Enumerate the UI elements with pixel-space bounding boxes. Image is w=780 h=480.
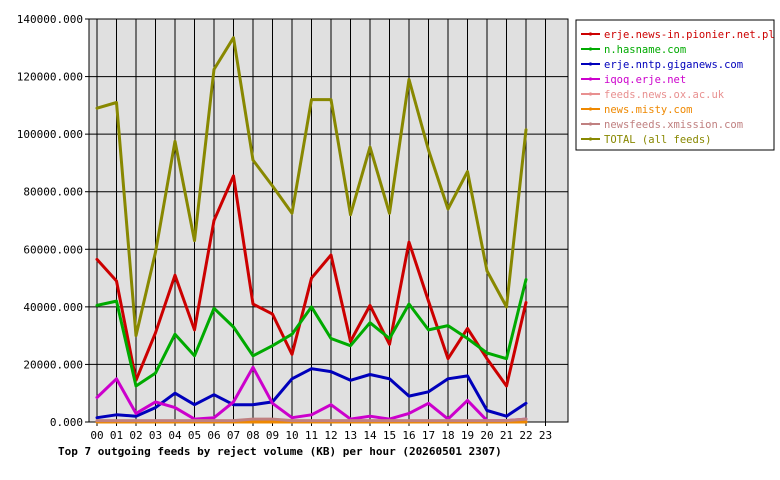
chart-title: Top 7 outgoing feeds by reject volume (K… — [58, 445, 502, 458]
y-tick-label: 20000.000 — [23, 358, 83, 371]
series-line — [95, 367, 528, 420]
y-tick-label: 0.000 — [50, 416, 83, 429]
x-tick-label: 18 — [441, 429, 454, 442]
y-axis: 0.000 20000.000 40000.000 60000.000 80000.00… — [17, 13, 89, 429]
x-tick-label: 11 — [305, 429, 318, 442]
series-line — [95, 417, 528, 423]
y-tick-label: 100000.000 — [17, 128, 83, 141]
legend-marker — [588, 92, 593, 96]
y-tick-label: 40000.000 — [23, 301, 83, 314]
x-tick-label: 19 — [461, 429, 474, 442]
legend-label: iqoq.erje.net — [604, 74, 686, 86]
legend-label: feeds.news.ox.ac.uk — [604, 89, 725, 101]
legend-label: n.hasname.com — [604, 44, 686, 56]
x-tick-label: 15 — [383, 429, 396, 442]
y-tick-label: 80000.000 — [23, 186, 83, 199]
legend-label: newsfeeds.xmission.com — [604, 119, 743, 131]
x-tick-label: 14 — [363, 429, 377, 442]
series-lines — [95, 36, 528, 424]
plot-area — [88, 18, 569, 423]
legend-label: erje.news-in.pionier.net.pl — [604, 29, 775, 41]
series-line — [95, 36, 528, 338]
x-tick-label: 06 — [207, 429, 220, 442]
x-axis: 00 01 02 03 04 05 06 07 08 09 10 11 12 13 14 15 16 17 18 19… — [90, 422, 552, 442]
x-tick-label: 08 — [246, 429, 259, 442]
x-tick-label: 05 — [188, 429, 201, 442]
x-tick-label: 10 — [285, 429, 298, 442]
legend-label: erje.nntp.giganews.com — [604, 59, 743, 71]
legend-marker — [588, 107, 593, 111]
legend-marker — [588, 77, 593, 81]
x-tick-label: 23 — [539, 429, 552, 442]
y-tick-label: 120000.000 — [17, 71, 83, 84]
x-tick-label: 21 — [500, 429, 513, 442]
x-tick-label: 09 — [266, 429, 279, 442]
x-tick-label: 01 — [110, 429, 123, 442]
legend-label: TOTAL (all feeds) — [604, 134, 711, 146]
y-tick-label: 140000.000 — [17, 13, 83, 26]
x-tick-label: 02 — [129, 429, 142, 442]
x-tick-label: 03 — [149, 429, 162, 442]
series-line — [95, 278, 528, 388]
legend-marker — [588, 47, 593, 51]
legend-box — [575, 19, 775, 151]
x-tick-label: 12 — [324, 429, 337, 442]
legend-marker — [588, 122, 593, 126]
legend: erje.news-in.pionier.net.pl n.hasname.com… — [581, 29, 775, 146]
x-tick-label: 00 — [90, 429, 103, 442]
series-line — [95, 174, 528, 388]
x-tick-label: 17 — [422, 429, 435, 442]
legend-marker — [588, 62, 593, 66]
x-tick-label: 04 — [168, 429, 182, 442]
x-tick-label: 16 — [402, 429, 415, 442]
legend-marker — [588, 137, 593, 141]
x-tick-label: 13 — [344, 429, 357, 442]
legend-marker — [588, 32, 593, 36]
y-tick-label: 60000.000 — [23, 243, 83, 256]
series-line — [95, 365, 528, 423]
x-tick-label: 20 — [480, 429, 493, 442]
x-tick-label: 22 — [519, 429, 532, 442]
x-tick-label: 07 — [227, 429, 240, 442]
legend-label: news.misty.com — [604, 104, 693, 116]
